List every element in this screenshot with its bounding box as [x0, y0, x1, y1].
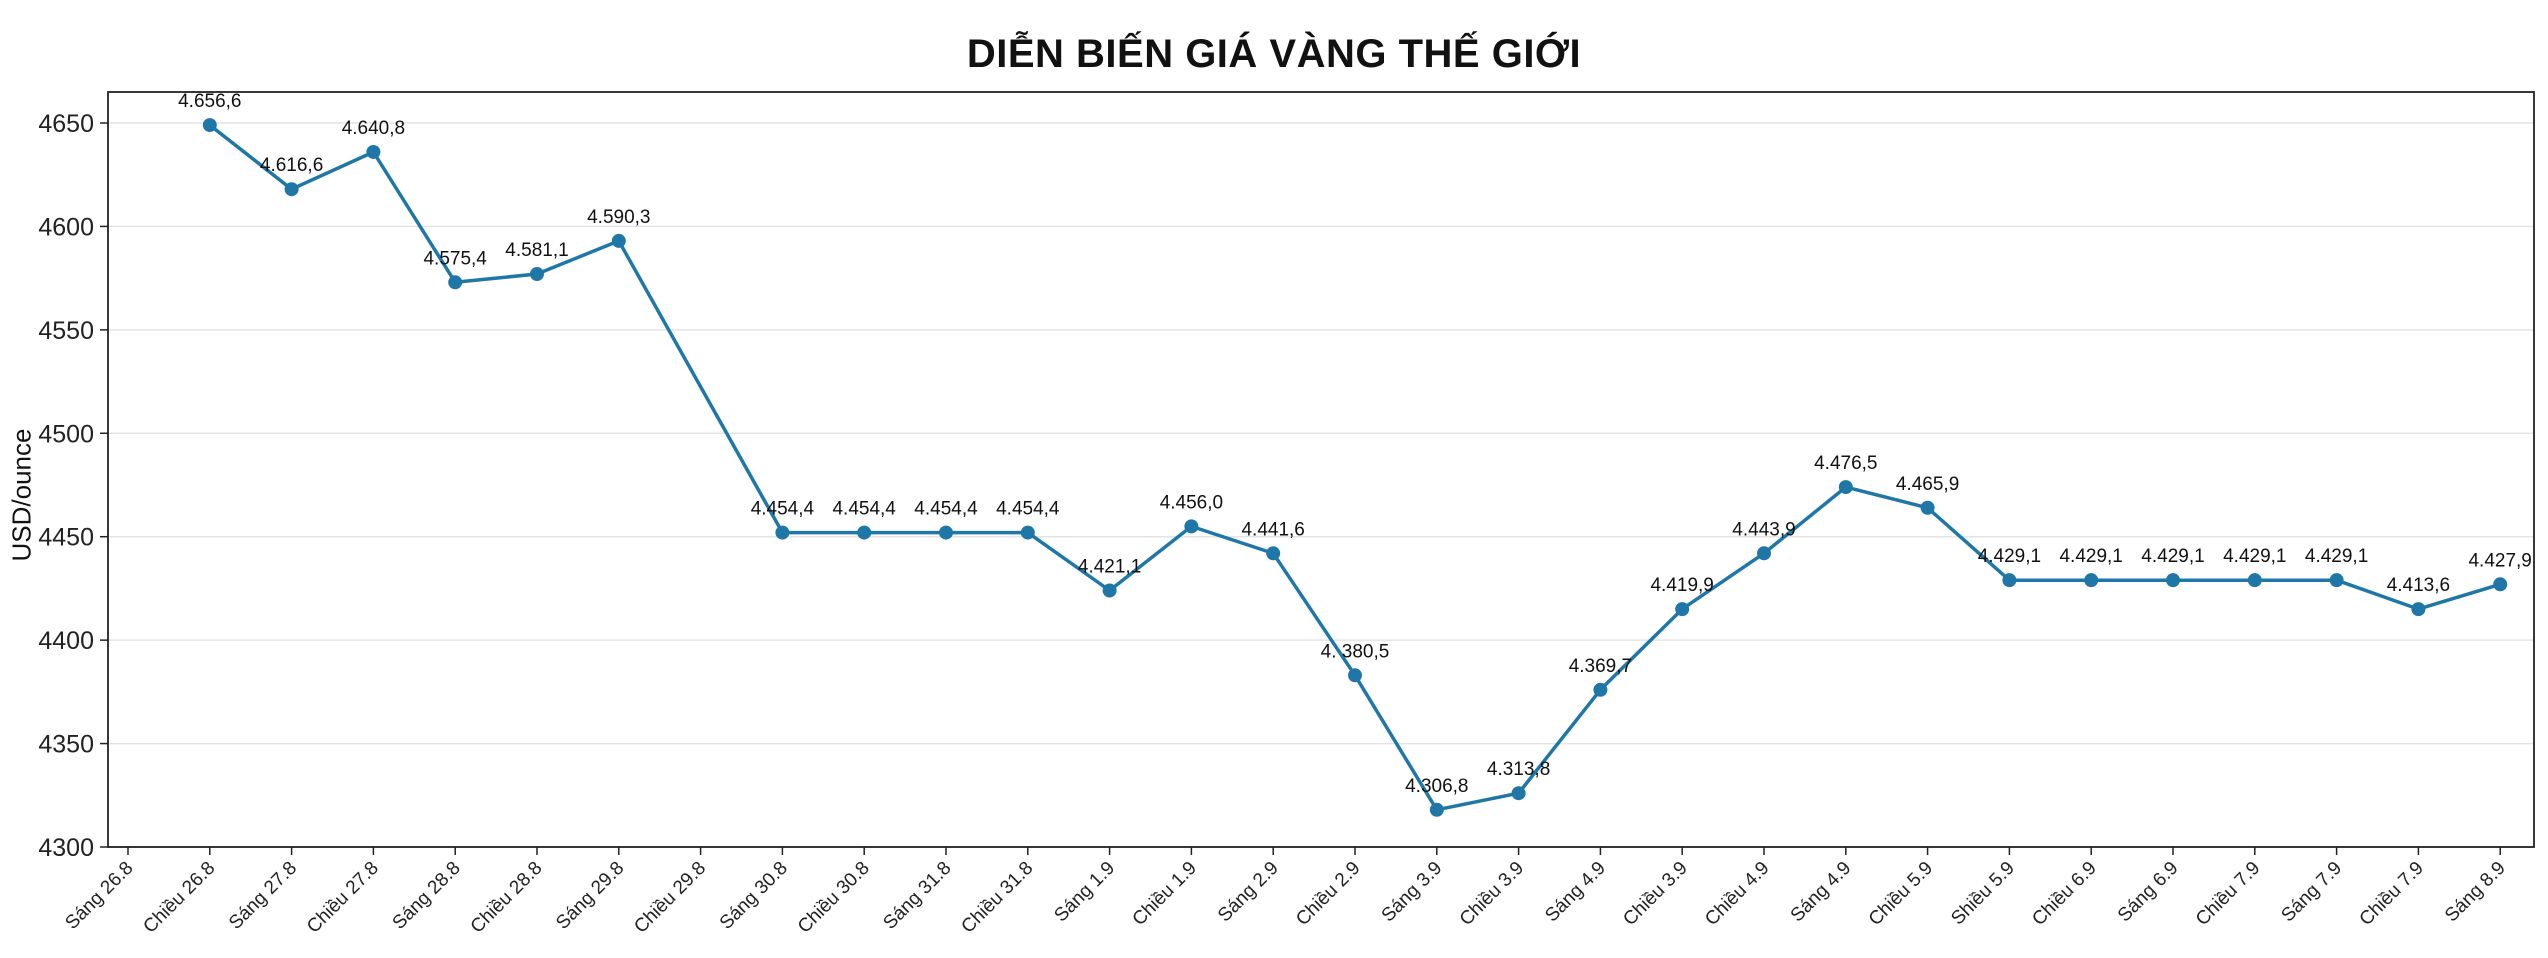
data-point — [939, 525, 953, 540]
data-point — [366, 144, 381, 159]
data-label: 4.429,1 — [2059, 546, 2122, 567]
data-label: 4.656,6 — [178, 91, 241, 112]
data-point — [448, 275, 463, 290]
data-label: 4.575,4 — [423, 248, 487, 269]
data-point — [1102, 583, 1117, 598]
data-label: 4.429,1 — [2305, 546, 2368, 567]
data-point — [2493, 577, 2508, 592]
data-point — [1920, 500, 1935, 515]
data-point — [775, 525, 790, 540]
data-label: 4.443,9 — [1732, 519, 1795, 540]
data-point — [1184, 519, 1199, 534]
data-label: 4.313,8 — [1487, 759, 1550, 780]
data-point — [1348, 668, 1362, 683]
data-label: 4.441,6 — [1241, 519, 1304, 540]
x-tick-label: Sáng 4.9 — [1541, 858, 1610, 927]
x-tick-label: Chiều 28.8 — [467, 858, 547, 938]
data-label: 4.616,6 — [260, 155, 323, 176]
y-tick-label: 4600 — [38, 213, 94, 241]
x-tick-label: Sáng 28.8 — [389, 858, 465, 934]
data-label: 4.581,1 — [505, 240, 568, 261]
y-tick-label: 4500 — [38, 420, 94, 448]
y-tick-label: 4650 — [38, 110, 94, 138]
data-point — [2247, 573, 2262, 588]
x-tick-label: Chiều 26.8 — [139, 858, 219, 938]
x-tick-label: Sáng 27.8 — [225, 858, 301, 934]
data-point — [1020, 525, 1035, 540]
x-tick-label: Sáng 3.9 — [1378, 858, 1447, 927]
x-tick-label: Chiều 31.8 — [957, 858, 1037, 938]
data-point — [857, 525, 872, 540]
data-label: 4.590,3 — [587, 207, 650, 228]
data-point — [1266, 546, 1281, 561]
x-tick-label: Chiều 7.9 — [2192, 858, 2264, 930]
data-point — [530, 267, 544, 282]
chart-title: DIỄN BIẾN GIÁ VÀNG THẾ GIỚI — [966, 32, 1582, 76]
x-tick-label: Chiều 3.9 — [1619, 858, 1691, 930]
data-label: 4.413,6 — [2387, 575, 2450, 596]
x-tick-label: Shiều 5.9 — [1947, 858, 2019, 930]
x-tick-label: Chiều 5.9 — [1865, 858, 1937, 930]
x-tick-label: Sáng 7.9 — [2277, 858, 2346, 927]
y-tick-label: 4550 — [38, 317, 94, 345]
y-tick-label: 4300 — [38, 834, 94, 862]
plot-frame — [107, 91, 2535, 848]
data-label: 4.640,8 — [342, 118, 405, 139]
data-point — [1838, 480, 1853, 495]
x-tick-label: Sáng 30.8 — [716, 858, 792, 934]
data-label: 4.429,1 — [1978, 546, 2041, 567]
x-tick-label: Sáng 31.8 — [879, 858, 955, 934]
x-tick-label: Chiều 27.8 — [303, 858, 383, 938]
x-tick-label: Sáng 8.9 — [2441, 858, 2510, 927]
data-label: 4. 380,5 — [1321, 641, 1390, 662]
x-tick-label: Chiều 7.9 — [2356, 858, 2428, 930]
x-tick-label: Chiều 1.9 — [1129, 858, 1201, 930]
y-tick-label: 4400 — [38, 627, 94, 655]
y-tick-label: 4350 — [38, 731, 94, 759]
x-tick-label: Chiều 29.8 — [630, 858, 710, 938]
data-label: 4.454,4 — [751, 499, 815, 520]
data-label: 4.427,9 — [2468, 550, 2531, 571]
x-tick-label: Chiều 2.9 — [1292, 858, 1364, 930]
x-tick-label: Chiều 3.9 — [1456, 858, 1528, 930]
x-tick-label: Sáng 6.9 — [2114, 858, 2183, 927]
data-point — [2002, 573, 2017, 588]
data-label: 4.369,7 — [1569, 656, 1632, 677]
data-point — [284, 182, 299, 197]
data-label: 4.421,1 — [1078, 556, 1141, 577]
x-tick-label: Sáng 29.8 — [552, 858, 628, 934]
data-label: 4.454,4 — [996, 499, 1060, 520]
data-point — [1757, 546, 1771, 561]
data-label: 4.419,9 — [1650, 575, 1713, 596]
x-tick-label: Chiều 6.9 — [2028, 858, 2100, 930]
series-line — [208, 123, 2501, 812]
x-tick-label: Chiều 30.8 — [794, 858, 874, 938]
data-label: 4.429,1 — [2141, 546, 2204, 567]
data-label: 4.454,4 — [832, 499, 896, 520]
data-point — [1511, 786, 1526, 801]
data-label: 4.429,1 — [2223, 546, 2286, 567]
data-point — [1429, 802, 1444, 817]
data-point — [202, 118, 217, 133]
data-label: 4.306,8 — [1405, 776, 1468, 797]
x-tick-label: Sáng 2.9 — [1214, 858, 1283, 927]
data-label: 4.454,4 — [914, 499, 978, 520]
x-tick-label: Sáng 4.9 — [1787, 858, 1856, 927]
x-tick-label: Sáng 26.8 — [61, 858, 137, 934]
x-tick-label: Chiều 4.9 — [1701, 858, 1773, 930]
data-point — [611, 233, 626, 248]
x-tick-label: Sáng 1.9 — [1050, 858, 1119, 927]
data-label: 4.456,0 — [1160, 492, 1223, 513]
data-point — [2411, 602, 2426, 617]
data-label: 4.465,9 — [1896, 474, 1959, 495]
data-point — [1675, 602, 1690, 617]
data-point — [2166, 573, 2180, 588]
data-point — [2329, 573, 2344, 588]
data-label: 4.476,5 — [1814, 453, 1877, 474]
data-point — [1593, 682, 1608, 697]
data-point — [2084, 573, 2099, 588]
y-tick-label: 4450 — [38, 524, 94, 552]
